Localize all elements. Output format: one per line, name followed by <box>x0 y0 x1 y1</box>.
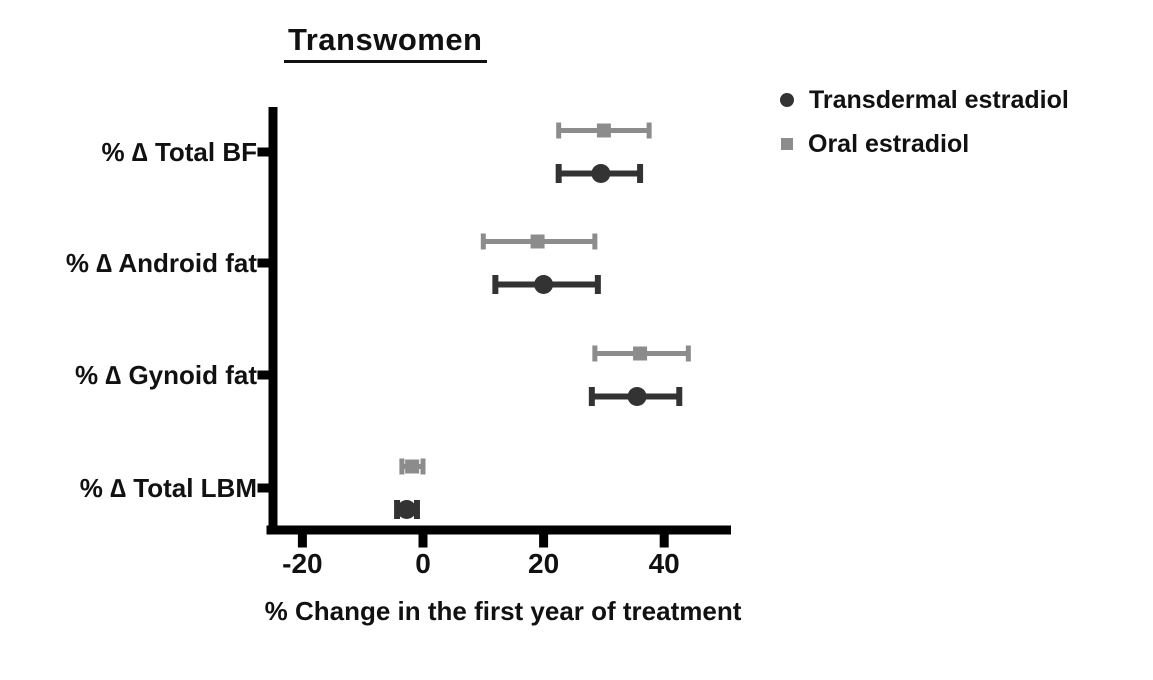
axis-line <box>266 107 731 535</box>
data-point-square <box>596 123 611 138</box>
legend-item-transdermal: Transdermal estradiol <box>780 84 1069 116</box>
circle-marker-icon <box>780 93 794 107</box>
data-point-circle <box>591 164 611 183</box>
legend-label: Oral estradiol <box>808 129 970 158</box>
category-label: % ∆ Gynoid fat <box>75 360 257 390</box>
data-point-square <box>405 459 420 474</box>
legend-item-oral: Oral estradiol <box>780 128 1069 160</box>
category-label: % ∆ Total LBM <box>80 473 257 503</box>
x-axis-title: % Change in the first year of treatment <box>264 596 742 626</box>
category-label: % ∆ Total BF <box>101 137 257 167</box>
x-tick-label: 40 <box>649 548 680 579</box>
x-tick-label: 20 <box>528 548 559 579</box>
category-label: % ∆ Android fat <box>66 248 257 278</box>
data-point-circle <box>397 500 417 519</box>
square-marker-icon <box>781 138 793 150</box>
legend: Transdermal estradiol Oral estradiol <box>780 84 1069 172</box>
data-point-square <box>633 346 648 361</box>
chart-title: Transwomen <box>284 22 487 63</box>
data-point-circle <box>534 275 554 294</box>
data-point-square <box>530 234 545 249</box>
data-point-circle <box>627 387 647 406</box>
x-tick-label: 0 <box>415 548 431 579</box>
x-tick-label: -20 <box>282 548 322 579</box>
legend-label: Transdermal estradiol <box>809 85 1069 114</box>
